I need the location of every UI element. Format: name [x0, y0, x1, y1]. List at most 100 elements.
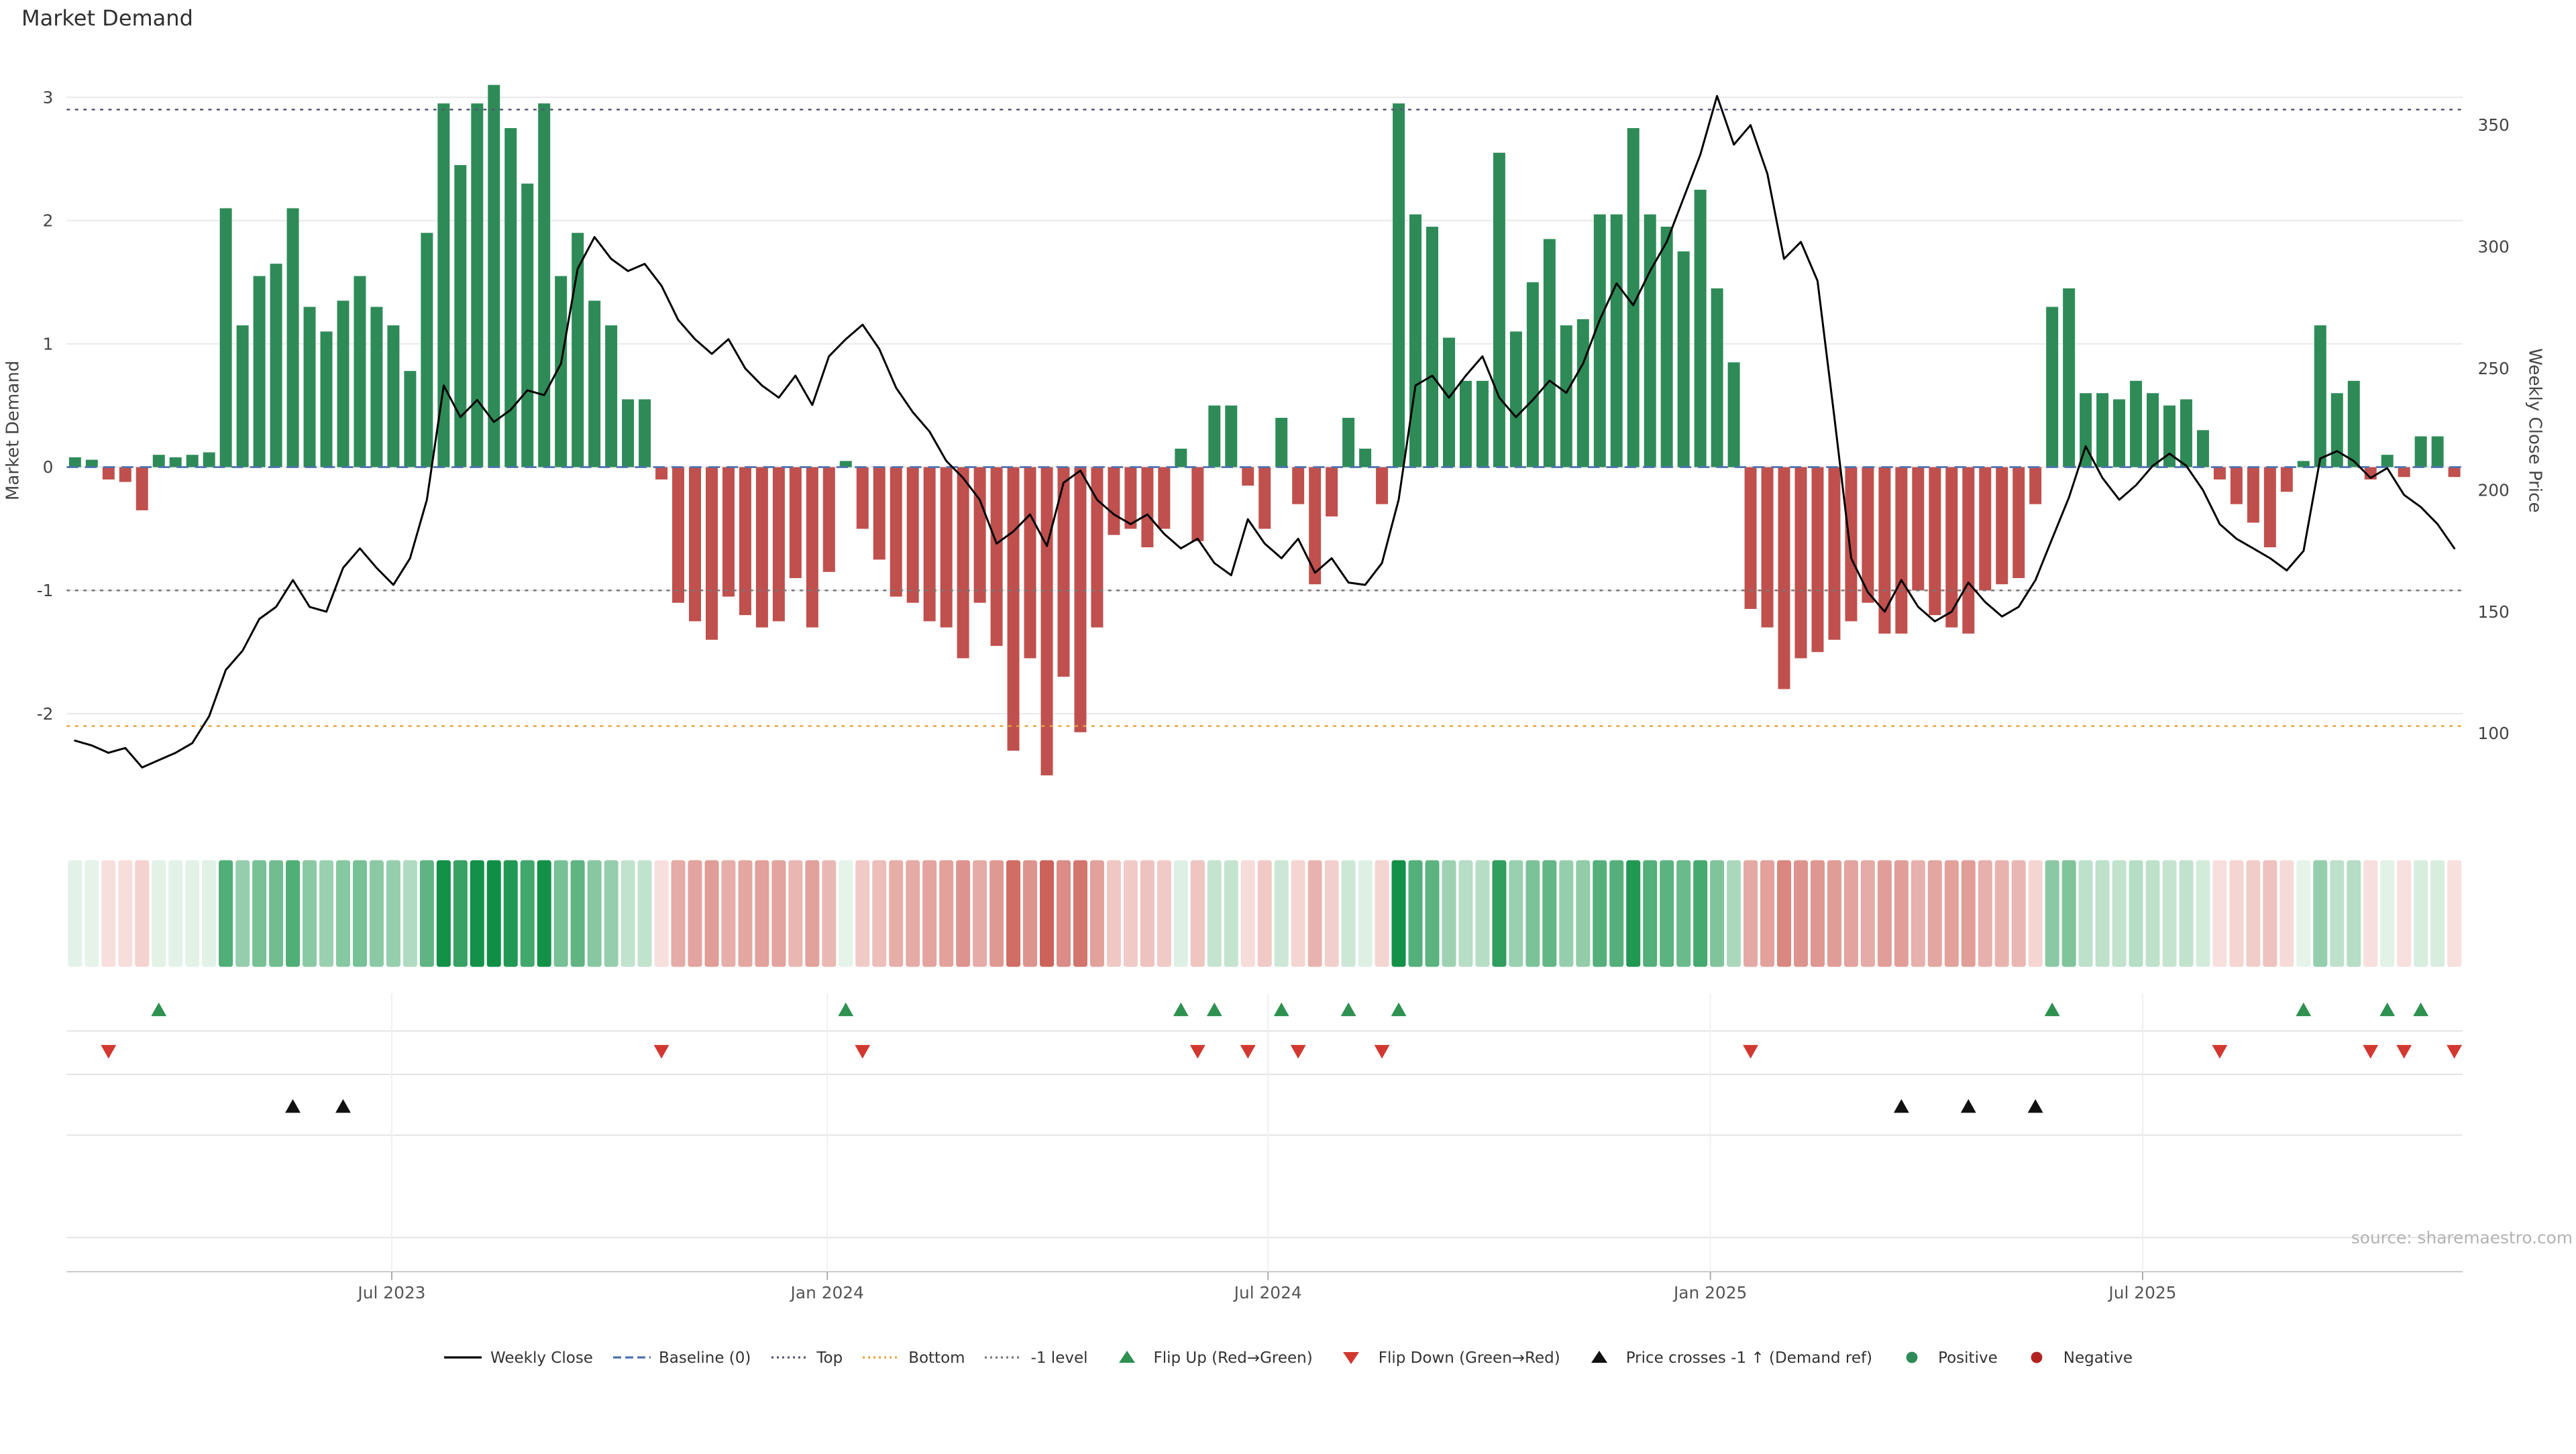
- heatmap-cell: [1978, 860, 1992, 968]
- legend-swatch-line: [444, 1356, 482, 1359]
- demand-bar-negative: [689, 467, 701, 622]
- demand-bar-negative: [856, 467, 869, 529]
- demand-bar-negative: [822, 467, 835, 573]
- heatmap-cell: [654, 860, 669, 968]
- y-tick-label-right: 200: [2477, 481, 2509, 500]
- demand-bar-negative: [739, 467, 751, 616]
- heatmap-cell: [1660, 860, 1674, 968]
- heatmap-cell: [1525, 860, 1540, 968]
- demand-bar-positive: [2180, 399, 2192, 467]
- demand-bar-positive: [588, 300, 601, 467]
- page: Market Demand 3 2 1 0 -1 -2 350 300 250 200 150 100…: [0, 5, 2576, 1454]
- demand-bar-negative: [755, 467, 768, 628]
- heatmap-cell: [704, 860, 719, 968]
- demand-bar-positive: [2046, 306, 2059, 467]
- heatmap-cell: [185, 860, 200, 968]
- demand-bar-positive: [2096, 393, 2109, 467]
- heatmap-cell: [805, 860, 820, 968]
- heatmap-cell: [1727, 860, 1741, 968]
- legend: Weekly Close Baseline (0) Top Bottom -1 leve…: [0, 1348, 2576, 1367]
- demand-bar-positive: [1560, 325, 1572, 467]
- legend-item: -1 level: [984, 1348, 1088, 1367]
- demand-bar-positive: [1476, 381, 1489, 467]
- legend-label: Bottom: [908, 1348, 965, 1367]
- heatmap-cell: [1425, 860, 1440, 968]
- price-cross-marker: [1960, 1099, 1976, 1113]
- heatmap-cell: [1626, 860, 1641, 968]
- flip-down-marker: [1240, 1045, 1256, 1059]
- y-tick-label-left: 1: [43, 335, 54, 354]
- demand-bar-negative: [789, 467, 802, 579]
- demand-bar-negative: [1811, 467, 1824, 653]
- heatmap-cell: [1324, 860, 1339, 968]
- heatmap-cell: [1643, 860, 1658, 968]
- heatmap-cell: [1994, 860, 2009, 968]
- demand-bar-negative: [119, 467, 131, 482]
- heatmap-cell: [922, 860, 937, 968]
- heatmap-cell: [1207, 860, 1222, 968]
- legend-label: Baseline (0): [658, 1348, 751, 1367]
- legend-item: Flip Up (Red→Green): [1107, 1348, 1313, 1367]
- heatmap-cell: [118, 860, 133, 968]
- demand-bar-positive: [337, 300, 350, 467]
- demand-bar-positive: [1359, 449, 1372, 467]
- y-tick-label-right: 350: [2477, 116, 2509, 135]
- heatmap-cell: [1274, 860, 1289, 968]
- triangle-down-icon: [1343, 1352, 1360, 1365]
- legend-swatch-dot: [2031, 1351, 2043, 1363]
- demand-bar-negative: [1040, 467, 1053, 776]
- demand-bar-negative: [2263, 467, 2276, 548]
- heatmap-cell: [168, 860, 183, 968]
- heatmap-cell: [1375, 860, 1389, 968]
- heatmap-cell: [2045, 860, 2059, 968]
- flip-down-marker: [101, 1045, 117, 1059]
- demand-bar-negative: [722, 467, 735, 597]
- heatmap-cell: [822, 860, 837, 968]
- heatmap-cell: [1307, 860, 1322, 968]
- demand-bar-negative: [1828, 467, 1841, 640]
- heatmap-cell: [1877, 860, 1892, 968]
- demand-bar-positive: [1694, 190, 1707, 467]
- demand-bar-positive: [1275, 418, 1288, 467]
- demand-bar-positive: [2113, 399, 2126, 467]
- legend-label: Price crosses -1 ↑ (Demand ref): [1625, 1348, 1873, 1367]
- source-note: source: sharemaestro.com: [2351, 1228, 2573, 1247]
- heatmap-cell: [470, 860, 484, 968]
- demand-bar-negative: [906, 467, 919, 604]
- heatmap-cell: [2162, 860, 2177, 968]
- demand-bar-positive: [2130, 381, 2143, 467]
- heatmap-cell: [2279, 860, 2294, 968]
- legend-swatch-dashed: [612, 1356, 651, 1359]
- heatmap-cell: [1911, 860, 1925, 968]
- demand-bar-positive: [2163, 405, 2176, 467]
- heatmap-cell: [621, 860, 635, 968]
- demand-bar-negative: [1124, 467, 1137, 529]
- heatmap-cell: [386, 860, 400, 968]
- demand-bar-negative: [1091, 467, 1104, 628]
- heatmap-cell: [1408, 860, 1423, 968]
- legend-swatch-triangle-up: [1118, 1351, 1135, 1363]
- heatmap-cell: [1710, 860, 1725, 968]
- heatmap-cell: [419, 860, 434, 968]
- heatmap-cell: [2112, 860, 2127, 968]
- demand-bar-positive: [253, 276, 266, 467]
- demand-bar-positive: [320, 331, 333, 467]
- heatmap-cell: [1442, 860, 1456, 968]
- x-tick-label: Jul 2023: [356, 1283, 425, 1302]
- price-cross-marker: [1893, 1099, 1909, 1113]
- demand-bar-negative: [1962, 467, 1975, 634]
- demand-bar-negative: [1376, 467, 1389, 505]
- heatmap-cell: [604, 860, 619, 968]
- heatmap-cell: [939, 860, 954, 968]
- demand-bar-positive: [1493, 153, 1505, 467]
- demand-bar-positive: [1426, 227, 1438, 467]
- demand-bar-positive: [1644, 215, 1656, 467]
- heatmap-cell: [1391, 860, 1406, 968]
- demand-bar-positive: [387, 325, 400, 467]
- demand-bar-positive: [1459, 381, 1472, 467]
- flip-up-marker: [1340, 1003, 1356, 1017]
- legend-item: Price crosses -1 ↑ (Demand ref): [1579, 1348, 1872, 1367]
- heatmap-cell: [1224, 860, 1238, 968]
- demand-bar-positive: [1175, 449, 1187, 467]
- demand-bar-positive: [1509, 331, 1522, 467]
